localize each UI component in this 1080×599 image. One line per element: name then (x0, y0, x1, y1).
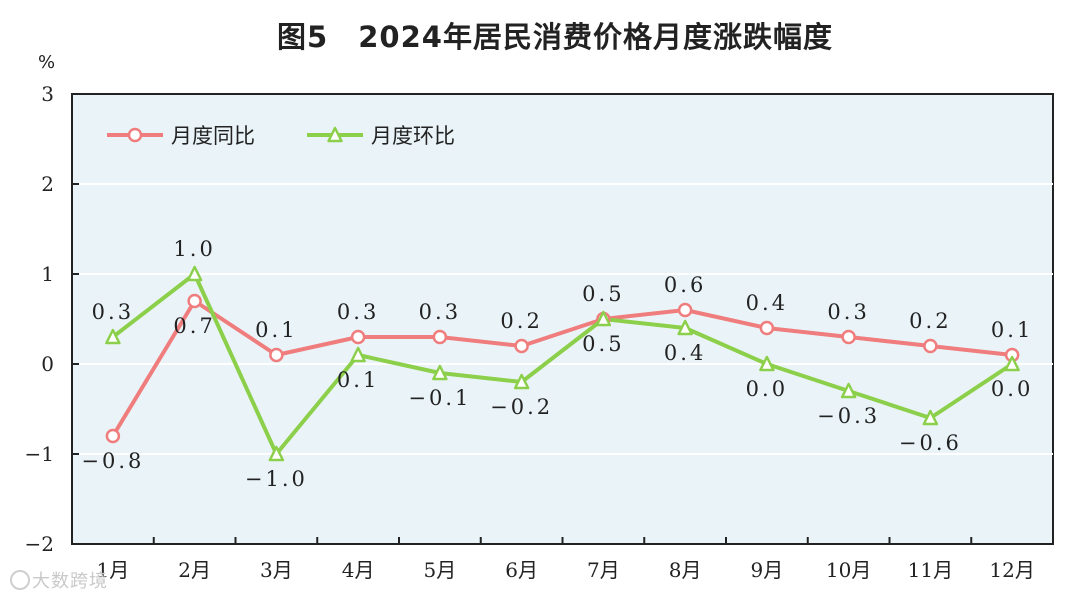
data-point (923, 338, 938, 354)
data-label: −0.8 (81, 449, 144, 473)
x-tick-label: 12月 (989, 558, 1034, 582)
data-label: 0.4 (746, 291, 788, 315)
data-point (432, 329, 448, 345)
x-tick-label: 10月 (826, 558, 871, 582)
x-axis-ticks: 1月 2月 3月 4月 5月 6月 7月 8月 9月 10月 11月 12月 (97, 537, 1035, 582)
series-lines (105, 265, 1020, 462)
data-label: 0.1 (991, 318, 1033, 342)
x-tick-label: 6月 (505, 558, 538, 582)
y-tick-label: 1 (41, 262, 54, 286)
data-label: −1.0 (245, 467, 308, 491)
data-label: 0.2 (909, 309, 951, 333)
data-label: 0.5 (582, 332, 624, 356)
data-label: 0.0 (991, 377, 1033, 401)
data-label: 0.3 (92, 300, 134, 324)
data-label: 0.3 (419, 300, 461, 324)
x-tick-label: 3月 (260, 558, 293, 582)
data-point (677, 319, 693, 336)
data-label: 0.5 (582, 282, 624, 306)
x-tick-label: 7月 (587, 558, 620, 582)
data-point (269, 347, 284, 363)
watermark: 大数跨境 (10, 567, 108, 593)
data-label: 1.0 (173, 237, 215, 261)
y-axis-unit-label: % (38, 52, 56, 73)
y-tick-label: −1 (25, 442, 54, 466)
data-point (1004, 355, 1020, 372)
y-tick-label: 0 (41, 352, 54, 376)
plot-area (71, 93, 1054, 545)
data-label: −0.3 (817, 404, 880, 428)
data-label: 0.3 (337, 300, 379, 324)
data-point (513, 373, 530, 390)
data-label: 0.4 (664, 341, 706, 365)
x-tick-label: 8月 (669, 558, 702, 582)
data-label: −0.1 (408, 386, 471, 410)
x-tick-label: 1月 (97, 558, 130, 582)
y-tick-label: 3 (41, 82, 54, 106)
watermark-logo-icon (10, 570, 30, 590)
data-point (350, 346, 366, 363)
x-tick-label: 9月 (751, 558, 784, 582)
data-point (105, 328, 121, 345)
legend-marker (327, 126, 343, 143)
legend-label: 月度环比 (371, 124, 455, 148)
data-point (268, 445, 285, 462)
data-point (514, 338, 529, 354)
data-labels: −0.8 0.7 0.1 0.3 0.3 0.2 0.5 0.6 0.4 0.3 0.2 0.1 0.3… (81, 237, 1033, 491)
data-point (840, 382, 857, 399)
x-tick-label: 11月 (908, 558, 953, 582)
y-tick-label: 2 (41, 172, 54, 196)
data-point (595, 310, 612, 327)
chart-title: 图5 2024年居民消费价格月度涨跌幅度 (277, 20, 833, 54)
data-point (759, 355, 775, 372)
x-tick-label: 2月 (178, 558, 211, 582)
data-point (187, 293, 202, 309)
data-label: 0.2 (500, 309, 542, 333)
data-label: 0.0 (746, 377, 788, 401)
data-point (186, 265, 203, 282)
x-tick-label: 4月 (342, 558, 375, 582)
watermark-text: 大数跨境 (32, 571, 108, 592)
data-label: −0.2 (490, 395, 553, 419)
data-label: 0.7 (173, 314, 215, 338)
series-line-2 (111, 272, 1014, 456)
data-label: −0.6 (899, 431, 962, 455)
data-point (105, 428, 121, 444)
data-label: 0.3 (827, 300, 869, 324)
data-point (841, 329, 856, 345)
data-point (677, 302, 693, 318)
x-tick-label: 5月 (424, 558, 457, 582)
legend-label: 月度同比 (171, 124, 255, 148)
data-label: 0.6 (664, 273, 706, 297)
data-label: 0.1 (337, 368, 379, 392)
data-point (350, 329, 366, 345)
legend: 月度同比 月度环比 (107, 124, 455, 148)
series-line-1 (111, 299, 1013, 438)
data-point (922, 409, 939, 426)
y-axis-ticks: 3 2 1 0 −1 −2 (25, 82, 79, 556)
data-label: 0.1 (255, 318, 297, 342)
data-point (759, 320, 775, 336)
y-tick-label: −2 (25, 532, 54, 556)
data-point (432, 364, 448, 381)
legend-marker (127, 127, 143, 143)
